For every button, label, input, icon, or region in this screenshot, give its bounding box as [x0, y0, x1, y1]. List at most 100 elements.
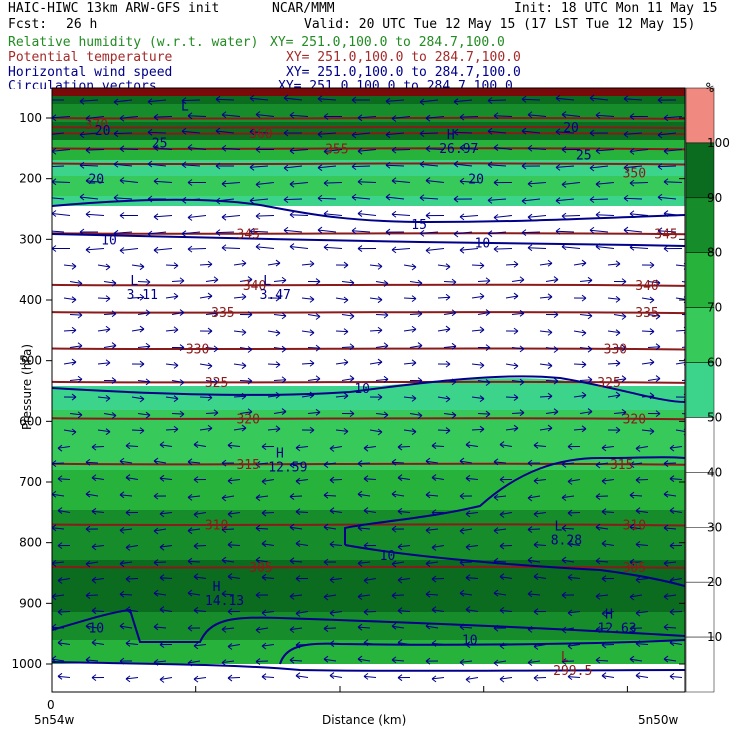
theta-label: 325: [597, 376, 620, 391]
vector-arrow: [647, 375, 661, 382]
vector-arrow: [471, 361, 485, 369]
vector-arrow: [153, 177, 173, 185]
extremum-marker: H: [276, 447, 284, 462]
legend-rh-xy: XY= 251.0,100.0 to 284.7,100.0: [270, 35, 505, 50]
wind-speed-label: 20: [563, 121, 579, 136]
vector-arrow: [187, 527, 201, 535]
theta-label: 340: [635, 279, 658, 294]
vector-arrow: [181, 127, 201, 135]
vector-arrow: [329, 445, 343, 452]
wind-contour: [52, 375, 685, 403]
x-axis-end-label: 5n50w: [638, 713, 679, 727]
vector-arrow: [589, 196, 609, 204]
theta-label: 315: [610, 458, 633, 473]
vector-arrow: [425, 622, 439, 630]
vector-arrow: [171, 344, 185, 351]
vector-arrow: [505, 327, 519, 335]
vector-arrow: [397, 674, 411, 682]
vector-arrow: [601, 477, 615, 485]
vector-arrow: [103, 279, 117, 287]
vector-arrow: [437, 360, 451, 368]
vector-arrow: [505, 292, 519, 300]
vector-arrow: [641, 392, 655, 400]
vector-arrow: [561, 181, 581, 188]
vector-arrow: [323, 523, 337, 531]
theta-label: 320: [623, 412, 646, 427]
vector-arrow: [113, 229, 133, 237]
vector-arrow: [453, 128, 473, 136]
wind-speed-label: 10: [354, 382, 370, 397]
vector-arrow: [425, 212, 445, 219]
vector-arrow: [187, 245, 207, 253]
vector-arrow: [595, 461, 609, 469]
vector-arrow: [419, 194, 439, 202]
vector-arrow: [493, 624, 507, 632]
vector-arrow: [221, 494, 235, 502]
vector-arrow: [419, 98, 439, 106]
theta-label: 310: [623, 518, 646, 533]
theta-label: 330: [186, 343, 209, 358]
vector-arrow: [91, 576, 105, 584]
vector-arrow: [239, 311, 253, 318]
vector-arrow: [261, 573, 275, 581]
vector-arrow: [391, 490, 405, 498]
vector-arrow: [397, 543, 411, 551]
vector-arrow: [159, 641, 173, 649]
colorbar-segment: [685, 197, 715, 253]
vector-arrow: [403, 295, 417, 303]
vector-arrow: [289, 111, 309, 119]
vector-arrow: [493, 112, 513, 120]
vector-arrow: [323, 243, 343, 251]
vector-arrow: [629, 179, 649, 187]
vector-arrow: [289, 656, 303, 664]
vector-arrow: [187, 214, 207, 221]
vector-arrow: [85, 246, 105, 254]
vector-arrow: [335, 427, 349, 435]
vector-arrow: [657, 193, 677, 201]
legend-theta-xy: XY= 251.0,100.0 to 284.7,100.0: [286, 50, 521, 65]
vector-arrow: [205, 378, 219, 386]
vector-arrow: [663, 210, 683, 217]
vector-arrow: [301, 391, 315, 399]
vector-arrow: [363, 672, 377, 680]
vector-arrow: [193, 642, 207, 650]
vector-arrow: [403, 359, 417, 367]
vector-arrow: [57, 672, 71, 680]
vector-arrow: [159, 441, 173, 449]
vector-arrow: [453, 98, 473, 106]
vector-arrow: [555, 94, 575, 102]
vector-arrow: [323, 558, 337, 566]
vector-arrow: [153, 213, 173, 221]
vector-arrow: [329, 609, 343, 617]
vector-arrow: [249, 128, 269, 136]
vector-arrow: [657, 96, 677, 104]
vector-arrow: [187, 458, 201, 466]
vector-arrow: [589, 129, 609, 137]
vector-arrow: [289, 626, 303, 634]
vector-arrow: [97, 394, 111, 402]
vector-arrow: [573, 361, 587, 368]
vector-arrow: [91, 674, 105, 682]
vector-arrow: [663, 593, 677, 601]
vector-arrow: [459, 559, 473, 566]
vector-arrow: [511, 378, 525, 386]
vector-arrow: [437, 325, 451, 333]
vector-arrow: [215, 229, 235, 237]
vector-arrow: [85, 592, 99, 599]
vector-arrow: [221, 144, 241, 152]
vector-arrow: [595, 523, 609, 531]
vector-arrow: [57, 577, 71, 584]
colorbar-segment: [685, 527, 715, 583]
y-tick-label: 300: [19, 232, 42, 246]
vector-arrow: [125, 606, 139, 614]
vector-arrow: [561, 524, 575, 532]
vector-arrow: [351, 131, 371, 139]
vector-arrow: [255, 626, 269, 634]
theta-contour: [52, 417, 685, 421]
vector-arrow: [647, 410, 661, 418]
vector-arrow: [341, 279, 355, 287]
vector-arrow: [137, 411, 151, 419]
vector-arrow: [335, 392, 349, 400]
vector-arrow: [641, 261, 655, 269]
vector-arrow: [545, 408, 559, 416]
